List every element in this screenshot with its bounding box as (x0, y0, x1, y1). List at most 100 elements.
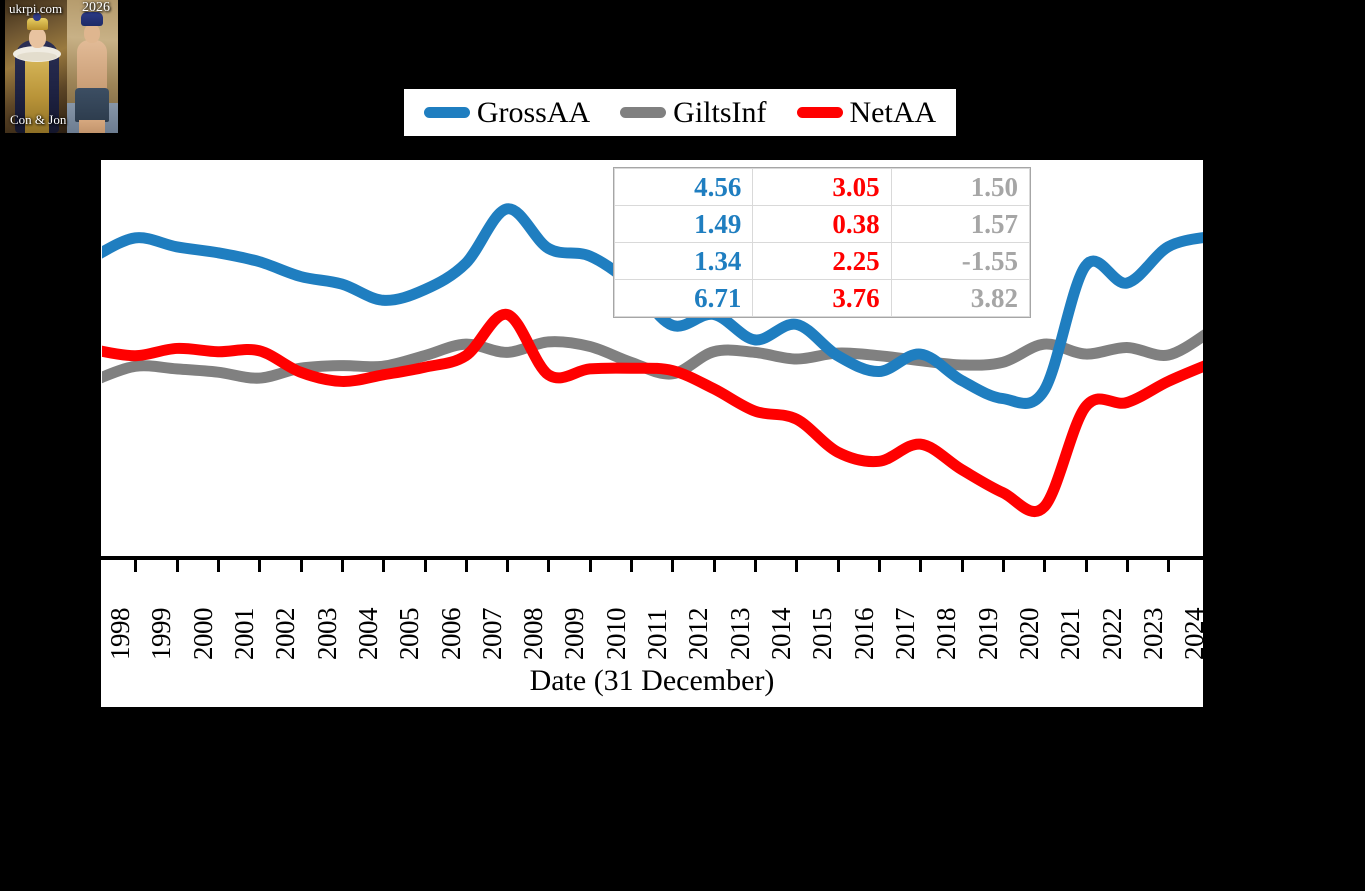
table-cell-grossaa: 1.34 (613, 242, 754, 280)
x-axis-tick (1043, 560, 1047, 572)
x-axis-tick-label: 2007 (476, 608, 507, 660)
x-axis-tick-label: 2008 (518, 608, 549, 660)
x-axis-tick-label: 2010 (600, 608, 631, 660)
table-cell-netaa: 3.05 (752, 168, 892, 206)
x-axis-tick-label: 2019 (972, 608, 1003, 660)
table-cell-giltsinf: 1.50 (890, 168, 1031, 206)
table-row: 6.71 3.76 3.82 (613, 279, 1031, 317)
x-axis-tick-label: 2025 (1220, 608, 1251, 660)
line-swatch-icon (620, 107, 667, 118)
x-axis-tick (1084, 560, 1088, 572)
table-cell-grossaa: 4.56 (613, 168, 754, 206)
x-axis-tick-label: 2015 (807, 608, 838, 660)
x-axis-tick (93, 560, 96, 572)
x-axis-tick-label: 2021 (1055, 608, 1086, 660)
data-value-table: 4.56 3.05 1.50 1.49 0.38 1.57 1.34 2.25 -1.55 6.7… (613, 168, 1031, 317)
table-cell-giltsinf: -1.55 (890, 242, 1031, 280)
x-axis-tick-label: 1998 (105, 608, 135, 660)
x-axis-tick-label: 2003 (311, 608, 342, 660)
logo-king-gown (25, 55, 49, 133)
x-axis-tick-label: 2018 (931, 608, 962, 660)
x-axis-tick-label: 2009 (559, 608, 590, 660)
table-row: 1.49 0.38 1.57 (613, 205, 1031, 243)
x-axis-tick-label: 2000 (187, 608, 218, 660)
x-axis-tick-label: 2004 (352, 608, 383, 660)
x-axis-tick (1167, 560, 1171, 572)
table-cell-netaa: 0.38 (752, 205, 892, 243)
x-axis-tick-label: 2005 (394, 608, 425, 660)
x-axis-line (101, 556, 1203, 560)
x-axis-tick-labels: 1998 1999 2000 2001 2002 2003 2004 2005 2006 2007… (101, 572, 1250, 662)
logo-man-shorts (75, 88, 109, 122)
x-axis-tick (423, 560, 427, 572)
table-cell-grossaa: 6.71 (613, 279, 754, 317)
x-axis-tick-label: 2023 (1137, 608, 1168, 660)
line-swatch-icon (796, 107, 843, 118)
x-axis-tick-label: 2002 (270, 608, 301, 660)
x-axis-title: Date (31 December) (529, 664, 775, 697)
legend-label: NetAA (849, 95, 937, 129)
logo-man-torso (77, 40, 107, 95)
x-axis-tick-label: 2012 (683, 608, 714, 660)
x-axis-tick (754, 560, 757, 572)
x-axis-tick (134, 560, 138, 572)
x-axis-tick (175, 560, 179, 572)
x-axis-tick-label: 2017 (889, 608, 920, 660)
x-axis-tick-label: 2020 (1013, 608, 1044, 660)
table-cell-giltsinf: 1.57 (890, 205, 1031, 243)
x-axis-tick-label: 1999 (146, 608, 177, 660)
legend-item-gilts-inf[interactable]: GiltsInf (620, 95, 767, 129)
x-axis-tick (506, 560, 510, 572)
x-axis-tick (216, 560, 220, 572)
x-axis-tick (795, 560, 799, 572)
logo-year-text: 2026 (82, 0, 110, 15)
table-cell-giltsinf: 3.82 (890, 279, 1031, 317)
x-axis-tick (712, 560, 716, 572)
x-axis-tick-label: 2006 (435, 608, 466, 660)
x-axis-tick-label: 2022 (1096, 608, 1127, 660)
logo-king-head (29, 28, 46, 48)
logo-caption-text: Con & Jon (10, 112, 67, 127)
x-axis-tick (340, 560, 344, 572)
legend-item-gross-aa[interactable]: GrossAA (423, 95, 591, 129)
table-row: 4.56 3.05 1.50 (613, 168, 1031, 206)
table-row: 1.34 2.25 -1.55 (613, 242, 1031, 280)
x-axis-tick (588, 560, 592, 572)
logo-man-head (84, 24, 100, 43)
legend-label: GrossAA (476, 95, 591, 129)
x-axis-tick-label: 2001 (228, 608, 259, 660)
x-axis-tick-label: 2014 (766, 608, 796, 660)
x-axis-tick (919, 560, 923, 572)
chart-legend: GrossAA GiltsInf NetAA (404, 89, 956, 136)
x-axis-tick (299, 560, 303, 572)
x-axis-tick (464, 560, 468, 572)
logo-man-legs (79, 120, 105, 133)
x-axis-tick-label: 2011 (642, 609, 673, 660)
x-axis-tick (960, 560, 964, 572)
x-axis-tick (1208, 560, 1212, 572)
logo-king-fur-inner (17, 52, 57, 61)
crown-icon (27, 13, 48, 30)
logo-site-text: ukrpi.com (9, 1, 63, 16)
x-axis-tick-label: 2024 (1179, 608, 1210, 660)
x-axis-tick-label: 2013 (724, 608, 755, 660)
x-axis-tick (1001, 560, 1005, 572)
series-line-netaa (102, 308, 1203, 517)
x-axis-ticks (93, 560, 1212, 572)
table-cell-netaa: 3.76 (752, 279, 892, 317)
legend-item-net-aa[interactable]: NetAA (796, 95, 937, 129)
line-swatch-icon (423, 107, 470, 118)
legend-label: GiltsInf (673, 95, 767, 129)
x-axis-tick (877, 560, 881, 572)
x-axis-tick (671, 560, 675, 572)
crown-icon-blue (81, 12, 103, 26)
x-axis-tick (630, 560, 634, 572)
table-cell-grossaa: 1.49 (613, 205, 754, 243)
x-axis-tick (547, 560, 551, 572)
x-axis-tick (836, 560, 840, 572)
site-logo: ukrpi.com 2026 Con & Jon (5, 0, 118, 133)
x-axis-tick-label: 2016 (848, 608, 879, 660)
x-axis-tick (258, 560, 262, 572)
x-axis-tick (1125, 560, 1129, 572)
chart-container: 1998 1999 2000 2001 2002 2003 2004 2005 2006 2007… (93, 160, 1250, 707)
